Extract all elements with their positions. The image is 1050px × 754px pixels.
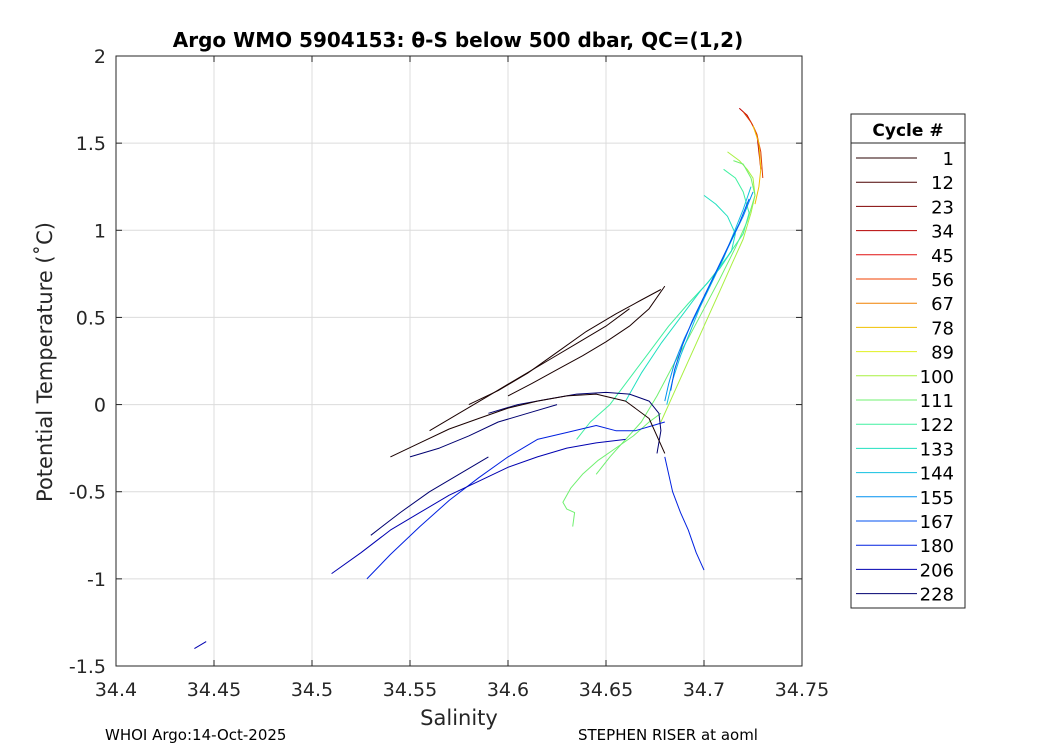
y-tick-label: 0 — [94, 395, 106, 417]
x-tick-label: 34.65 — [579, 679, 633, 701]
x-tick-label: 34.45 — [187, 679, 241, 701]
legend-entry-label: 122 — [920, 415, 954, 436]
legend-entry-label: 180 — [920, 536, 954, 557]
legend-entry-label: 228 — [920, 585, 954, 606]
footer-right: STEPHEN RISER at aoml — [578, 726, 758, 744]
y-tick-label: -1 — [87, 569, 106, 591]
y-tick-label: -1.5 — [69, 656, 106, 678]
series-line — [331, 438, 626, 575]
legend-entry-label: 144 — [920, 464, 954, 485]
x-tick-label: 34.55 — [383, 679, 437, 701]
legend-entry-label: 34 — [931, 222, 954, 243]
x-tick-label: 34.75 — [775, 679, 829, 701]
legend-entry-label: 89 — [931, 343, 954, 364]
y-tick-label: 1.5 — [76, 133, 106, 155]
legend-entry-label: 1 — [943, 149, 954, 170]
footer-left: WHOI Argo:14-Oct-2025 — [105, 726, 286, 744]
x-tick-label: 34.5 — [291, 679, 333, 701]
series-line — [742, 111, 764, 179]
series-line — [370, 456, 489, 536]
series-line — [595, 160, 756, 475]
series-line — [390, 393, 666, 458]
legend-title: Cycle # — [872, 121, 943, 141]
legend-entry-label: 56 — [931, 270, 954, 291]
x-axis-label: Salinity — [420, 706, 498, 730]
y-axis-label: Potential Temperature (˚C) — [33, 222, 57, 502]
legend-entry-label: 167 — [920, 512, 954, 533]
x-tick-label: 34.6 — [487, 679, 529, 701]
series-line — [752, 125, 762, 205]
series-line — [660, 151, 756, 423]
y-tick-label: 0.5 — [76, 307, 106, 329]
chart-title: Argo WMO 5904153: θ-S below 500 dbar, QC… — [173, 28, 743, 52]
plot-frame — [115, 55, 803, 667]
legend-entry-label: 78 — [931, 318, 954, 339]
legend-entry-label: 12 — [931, 173, 954, 194]
legend-entry-label: 111 — [920, 391, 954, 412]
legend-entry-label: 133 — [920, 439, 954, 460]
legend-entry-label: 100 — [920, 367, 954, 388]
y-tick-label: 2 — [94, 46, 106, 68]
legend-entry-label: 67 — [931, 294, 954, 315]
series-line — [194, 641, 207, 650]
legend-entry-label: 45 — [931, 246, 954, 267]
series-line — [562, 412, 662, 527]
series-line — [576, 168, 750, 440]
series-line — [666, 186, 752, 405]
legend-entry-label: 206 — [920, 560, 954, 581]
y-tick-label: -0.5 — [69, 482, 106, 504]
x-tick-label: 34.4 — [95, 679, 137, 701]
series-line — [625, 194, 736, 402]
x-tick-label: 34.7 — [683, 679, 725, 701]
legend-entry-label: 23 — [931, 197, 954, 218]
y-tick-label: 1 — [94, 220, 106, 242]
legend-entry-label: 155 — [920, 488, 954, 509]
series-line — [664, 456, 705, 571]
series-line — [670, 198, 750, 391]
series-line — [507, 285, 666, 397]
legend: Cycle # 1 12 23 34 45 56 67 78 89 100 111 122 133 144… — [850, 113, 966, 609]
series-line — [409, 404, 558, 458]
series-line — [366, 421, 665, 580]
series-line — [468, 289, 662, 406]
